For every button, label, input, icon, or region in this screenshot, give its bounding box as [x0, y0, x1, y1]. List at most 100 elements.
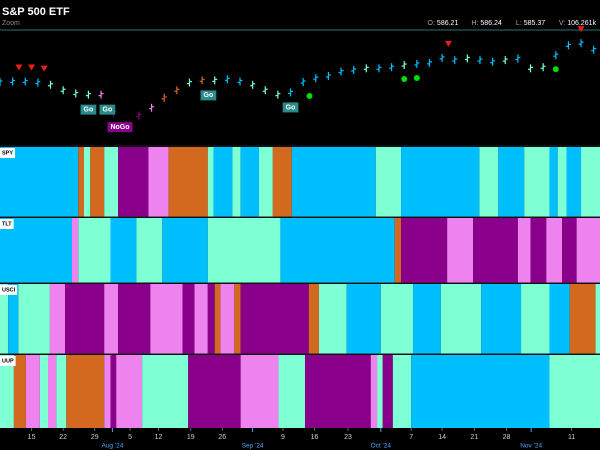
price-bar — [389, 63, 395, 72]
x-tick-label: 19 — [187, 434, 195, 441]
heatmap-segment — [194, 284, 208, 354]
x-tick-label: 23 — [344, 434, 352, 441]
heatmap-segment — [49, 284, 66, 354]
heatmap-segment — [240, 355, 279, 428]
heatmap-segment — [382, 355, 393, 428]
heatmap-segment — [278, 355, 306, 428]
heatmap-segment — [25, 355, 40, 428]
heatmap-segment — [168, 147, 208, 217]
heatmap-segment — [473, 218, 518, 283]
price-bar — [237, 77, 243, 86]
price-bar — [325, 72, 331, 80]
signal-dot — [306, 93, 313, 100]
price-bar — [477, 56, 483, 65]
heatmap-segment — [595, 284, 600, 354]
price-bar — [401, 61, 407, 70]
heatmap-segment — [56, 355, 67, 428]
heatmap-segment — [549, 284, 570, 354]
signal-dot — [413, 74, 420, 81]
x-month-label: Aug '24 — [101, 443, 123, 450]
quote-value: 106.261k — [567, 20, 596, 27]
price-bar — [98, 90, 104, 99]
heatmap-segment — [305, 355, 371, 428]
x-tick-label: 22 — [59, 434, 67, 441]
down-arrow — [444, 40, 452, 47]
heatmap-segment — [136, 218, 163, 283]
price-bar — [376, 64, 382, 73]
heatmap-segment — [562, 218, 577, 283]
heatmap-segment — [517, 218, 531, 283]
x-tick-label: 29 — [91, 434, 99, 441]
heatmap-segment — [413, 284, 441, 354]
heatmap-segment — [375, 147, 402, 217]
x-tick-label: 28 — [503, 434, 511, 441]
x-tick-label: 11 — [568, 434, 575, 441]
heatmap-segment — [240, 284, 309, 354]
price-bar — [591, 45, 597, 54]
quote-value: 586.21 — [437, 20, 459, 27]
price-bar — [540, 63, 546, 72]
price-bar — [186, 78, 192, 87]
heatmap-segment — [116, 355, 143, 428]
price-bar — [224, 75, 230, 84]
heatmap-segment — [148, 147, 169, 217]
price-bar — [426, 58, 432, 67]
heatmap-segment — [280, 218, 395, 283]
heatmap-segment — [394, 218, 402, 283]
price-bar — [464, 54, 470, 63]
price-bar — [199, 76, 205, 85]
x-month-label: Nov '24 — [520, 443, 542, 450]
heatmap-segment — [498, 147, 525, 217]
heatmap-segment — [549, 355, 600, 428]
heatmap-segment — [377, 355, 383, 428]
heatmap-segment — [214, 284, 221, 354]
panel-label-box — [0, 356, 16, 366]
heatmap-segment — [232, 147, 241, 217]
heatmap-segment — [118, 284, 151, 354]
heatmap-segment — [370, 355, 378, 428]
heatmap-segment — [90, 147, 105, 217]
heatmap-segment — [318, 284, 347, 354]
go-label: NoGo — [110, 124, 129, 131]
heatmap-segment — [581, 147, 600, 217]
heatmap-segment — [142, 355, 189, 428]
go-label-box — [200, 90, 217, 101]
heatmap-segment — [447, 218, 474, 283]
go-label-box — [99, 104, 116, 115]
heatmap-segment — [104, 147, 119, 217]
go-label-box — [282, 102, 299, 113]
price-bar — [149, 103, 155, 112]
heatmap-segment — [479, 147, 499, 217]
down-arrow — [40, 65, 48, 72]
price-bar — [414, 59, 420, 68]
heatmap-segment — [569, 284, 596, 354]
heatmap-segment — [521, 284, 550, 354]
price-bar — [0, 78, 3, 87]
price-bar — [515, 54, 521, 63]
heatmap-segment — [411, 355, 550, 428]
price-bar — [85, 90, 91, 99]
price-bar — [490, 57, 496, 66]
price-bar — [250, 80, 256, 89]
heatmap-segment — [110, 218, 137, 283]
heatmap-segment — [401, 218, 448, 283]
quote-label: H: — [471, 20, 478, 27]
heatmap-segment — [546, 218, 563, 283]
price-bar — [363, 64, 369, 73]
panel-label: SPY — [2, 150, 13, 156]
price-bar — [439, 53, 445, 62]
heatmap-segment — [78, 218, 111, 283]
price-bar — [22, 77, 28, 86]
heatmap-segment — [258, 147, 273, 217]
panel-label-box — [0, 219, 14, 229]
price-bar — [528, 64, 534, 73]
heatmap-segment — [530, 218, 547, 283]
heatmap-segment — [524, 147, 550, 217]
heatmap-segment — [72, 218, 79, 283]
panel-label: USCI — [2, 287, 16, 293]
heatmap-segment — [207, 284, 215, 354]
heatmap-segment — [440, 284, 482, 354]
heatmap-segment — [576, 218, 600, 283]
price-bar — [35, 78, 41, 87]
